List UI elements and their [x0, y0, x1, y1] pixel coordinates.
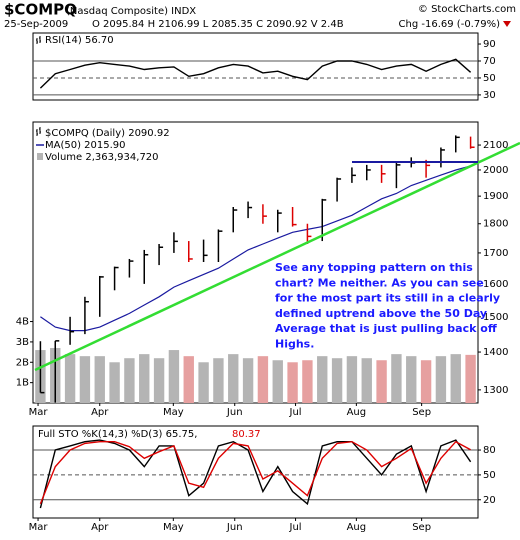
- volume-bar: [153, 358, 165, 403]
- x-tick-label: May: [163, 407, 184, 418]
- legend-label: 80.37: [232, 429, 261, 440]
- volume-bar: [450, 354, 461, 403]
- date: 25-Sep-2009: [4, 19, 68, 30]
- volume-bar: [331, 358, 343, 403]
- plot-layer: 90 70 50 30 2100 2000 1900 1800 1700 1600 1500 1400…: [16, 39, 509, 533]
- volume-bar: [420, 360, 432, 403]
- annotation: for the most part its still in a clearly: [275, 292, 500, 305]
- x-tick-label: Jul: [289, 522, 302, 533]
- y-tick-label: 90: [483, 39, 496, 50]
- annotation: defined uptrend above the 50 Day: [275, 307, 487, 320]
- price-panel: [32, 121, 479, 404]
- series-line: [39, 439, 472, 509]
- x-tick-label: Mar: [29, 522, 49, 533]
- change: Chg -16.69 (-0.79%): [399, 19, 501, 30]
- y-tick-label: 1300: [483, 385, 508, 396]
- series-line: [40, 165, 471, 332]
- y-tick-label: 3B: [16, 337, 29, 348]
- volume-bar: [272, 360, 283, 403]
- volume-bar: [317, 356, 328, 403]
- volume-bar: [242, 358, 254, 403]
- down-arrow: [503, 21, 511, 27]
- annotation: Highs.: [275, 338, 314, 351]
- x-tick-label: Sep: [412, 522, 431, 533]
- y-tick-label: 1400: [483, 347, 508, 358]
- x-tick-label: Jun: [226, 522, 243, 533]
- y-tick-label: 1800: [483, 219, 508, 230]
- volume-bar: [64, 354, 76, 403]
- y-tick-label: 1B: [16, 378, 29, 389]
- volume-bar: [376, 360, 387, 403]
- y-tick-label: 20: [483, 495, 496, 506]
- y-tick-label: 30: [483, 90, 496, 101]
- volume-bar: [257, 356, 269, 403]
- y-tick-label: 1900: [483, 191, 508, 202]
- y-tick-label: 80: [483, 445, 496, 456]
- annotation: Average that is just pulling back off: [275, 322, 497, 335]
- y-tick-label: 2000: [483, 165, 508, 176]
- chart-subtitle: (Nasdaq Composite) INDX: [66, 6, 196, 17]
- legend-label: MA(50) 2015.90: [45, 140, 126, 151]
- legend-label: $COMPQ (Daily) 2090.92: [45, 128, 170, 139]
- series-line: [39, 58, 472, 89]
- y-tick-label: 2B: [16, 357, 29, 368]
- x-tick-label: Mar: [29, 407, 49, 418]
- x-tick-label: Jun: [226, 407, 243, 418]
- x-tick-label: Aug: [347, 522, 367, 533]
- volume-bar: [183, 356, 194, 403]
- y-tick-label: 50: [483, 470, 496, 481]
- y-tick-label: 1500: [483, 312, 508, 323]
- y-tick-label: 50: [483, 73, 496, 84]
- volume-bar: [213, 358, 224, 403]
- x-tick-label: Aug: [347, 407, 367, 418]
- y-tick-label: 70: [483, 56, 496, 67]
- x-tick-label: May: [163, 522, 184, 533]
- volume-bar: [79, 356, 91, 403]
- chart-title: $COMPQ: [4, 1, 77, 19]
- x-tick-label: Jul: [289, 407, 302, 418]
- volume-icon: [37, 153, 43, 160]
- volume-bar: [139, 354, 150, 403]
- legend-label: RSI(14) 56.70: [45, 35, 114, 46]
- annotation: chart? Me neither. As you can see: [275, 276, 484, 289]
- y-tick-label: 2100: [483, 140, 508, 151]
- volume-bar: [406, 356, 417, 403]
- volume-bar: [109, 362, 120, 403]
- price-icon: [36, 127, 41, 136]
- quote: O 2095.84 H 2106.99 L 2085.35 C 2090.92 …: [92, 19, 344, 30]
- source: © StockCharts.com: [418, 4, 516, 15]
- volume-bar: [465, 354, 476, 403]
- y-tick-label: 4B: [16, 317, 29, 328]
- legend-label: Full STO %K(14,3) %D(3) 65.75,: [38, 429, 197, 440]
- volume-bar: [391, 354, 402, 403]
- x-tick-label: Sep: [412, 407, 431, 418]
- series-line: [39, 440, 471, 505]
- volume-bar: [287, 362, 298, 403]
- volume-bar: [346, 356, 358, 403]
- rsi-icon: [36, 36, 41, 44]
- volume-bar: [361, 358, 372, 403]
- volume-bar: [168, 350, 180, 403]
- volume-bar: [124, 358, 135, 403]
- volume-bar: [435, 356, 447, 403]
- x-tick-label: Apr: [91, 407, 109, 418]
- volume-bar: [94, 356, 105, 403]
- volume-bar: [302, 360, 313, 403]
- annotation: See any topping pattern on this: [275, 261, 473, 274]
- volume-bar: [198, 362, 209, 403]
- x-tick-label: Apr: [91, 522, 109, 533]
- volume-bar: [228, 354, 239, 403]
- y-tick-label: 1700: [483, 248, 508, 259]
- y-tick-label: 1600: [483, 279, 508, 290]
- trend-line: [34, 141, 520, 372]
- rsi-panel: [32, 32, 479, 101]
- legend-label: Volume 2,363,934,720: [45, 152, 159, 163]
